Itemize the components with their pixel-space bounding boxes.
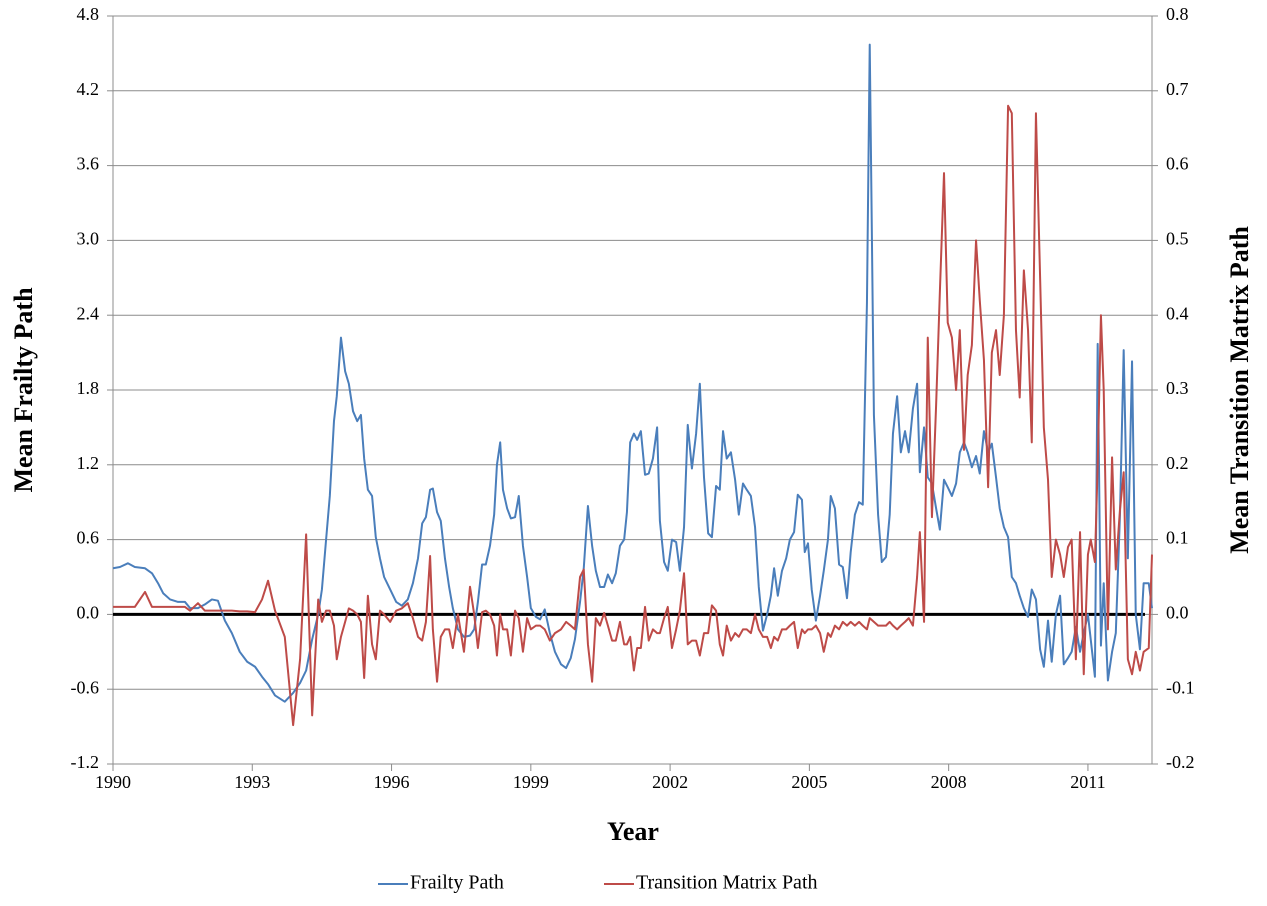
y-tick-label: 2.4 [77, 303, 100, 323]
y2-tick-label: 0.7 [1166, 79, 1189, 99]
legend-text: Frailty Path [410, 872, 504, 894]
x-tick-label: 1993 [234, 772, 270, 792]
data-line [113, 104, 1153, 727]
x-tick-label: 2005 [791, 772, 827, 792]
x-tick-label: 1990 [95, 772, 131, 792]
y-tick-label: 3.6 [77, 154, 100, 174]
x-tick-label: 2008 [931, 772, 967, 792]
y-tick-label: 0.6 [77, 528, 100, 548]
x-tick-label: 2011 [1070, 772, 1105, 792]
y-tick-label: 4.8 [77, 4, 100, 24]
y2-tick-label: 0.0 [1166, 603, 1189, 623]
y-tick-label: -1.2 [71, 752, 100, 772]
x-tick-label: 2002 [652, 772, 688, 792]
y2-tick-label: 0.4 [1166, 303, 1189, 323]
y2-tick-label: 0.2 [1166, 453, 1189, 473]
y2-tick-label: 0.1 [1166, 528, 1189, 548]
x-tick-label: 1996 [374, 772, 410, 792]
y2-tick-label: 0.8 [1166, 4, 1189, 24]
y-tick-label: 1.2 [77, 453, 100, 473]
y2-axis-title: Mean Transition Matrix Path [1225, 226, 1254, 554]
legend-text: Transition Matrix Path [636, 872, 818, 894]
y-tick-label: 3.0 [77, 229, 100, 249]
y2-tick-label: 0.5 [1166, 229, 1189, 249]
x-tick-label: 1999 [513, 772, 549, 792]
y-tick-label: 4.2 [77, 79, 100, 99]
y-tick-label: 1.8 [77, 378, 100, 398]
x-axis-title: Year [607, 817, 659, 846]
y-axis-title: Mean Frailty Path [9, 287, 38, 493]
y-tick-label: -0.6 [71, 677, 100, 697]
y2-tick-label: 0.6 [1166, 154, 1189, 174]
data-line [112, 43, 1153, 703]
y2-tick-label: -0.1 [1166, 677, 1195, 697]
y2-tick-label: 0.3 [1166, 378, 1189, 398]
y2-tick-label: -0.2 [1166, 752, 1195, 772]
y-tick-label: 0.0 [77, 603, 100, 623]
